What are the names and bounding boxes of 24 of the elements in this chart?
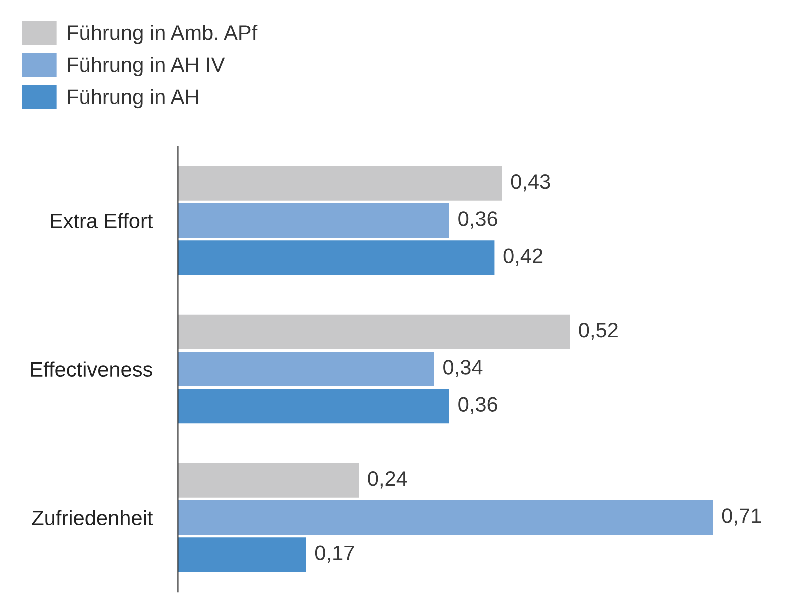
data-label: 0,34 (444, 360, 483, 378)
data-label: 0,42 (504, 248, 543, 266)
data-label: 0,24 (368, 471, 408, 489)
data-label: 0,43 (511, 174, 550, 192)
data-label: 0,17 (315, 546, 354, 563)
bar (178, 352, 434, 387)
legend-label: Führung in Amb. APf (68, 24, 258, 44)
y-tick-label: Zufriedenheit (32, 510, 154, 526)
bar (178, 314, 570, 350)
y-tick-label: Effectiveness (31, 362, 152, 378)
bar (178, 204, 450, 238)
legend-label: Führung in AH IV (68, 57, 226, 76)
bar (178, 389, 450, 424)
data-label: 0,36 (458, 397, 498, 414)
data-label: 0,52 (579, 322, 618, 340)
bar (178, 240, 495, 276)
bar (178, 538, 306, 572)
data-label: 0,71 (722, 508, 762, 526)
legend-label: Führung in AH (68, 89, 198, 109)
data-label: 0,36 (458, 212, 498, 229)
bar (178, 500, 714, 536)
bar (178, 166, 502, 201)
y-tick-label: Extra Effort (51, 213, 154, 229)
bar (178, 463, 360, 498)
